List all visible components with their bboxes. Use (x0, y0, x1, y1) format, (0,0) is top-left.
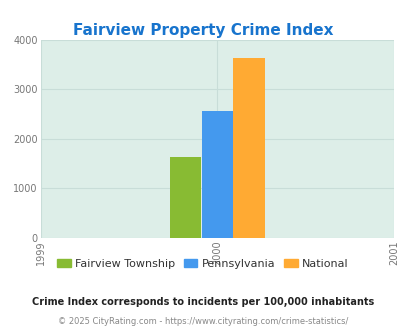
Text: Crime Index corresponds to incidents per 100,000 inhabitants: Crime Index corresponds to incidents per… (32, 297, 373, 307)
Bar (169, 157, 200, 238)
Text: Fairview Property Crime Index: Fairview Property Crime Index (72, 23, 333, 38)
Legend: Fairview Township, Pennsylvania, National: Fairview Township, Pennsylvania, Nationa… (53, 254, 352, 273)
Bar (201, 111, 232, 238)
Bar (233, 58, 264, 238)
Text: © 2025 CityRating.com - https://www.cityrating.com/crime-statistics/: © 2025 CityRating.com - https://www.city… (58, 317, 347, 326)
